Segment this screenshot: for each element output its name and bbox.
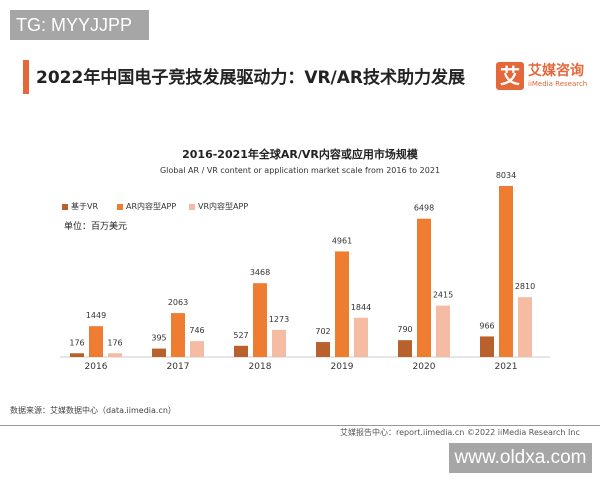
bar [354, 317, 368, 357]
bar [417, 218, 431, 357]
data-label: 702 [315, 327, 330, 336]
bar [480, 336, 494, 357]
bar [108, 353, 122, 357]
legend-item: VR内容型APP [189, 201, 248, 212]
watermark-bottom: www.oldxa.com [449, 443, 592, 473]
legend-swatch [62, 203, 68, 210]
chart-title: 2016-2021年全球AR/VR内容或应用市场规模 [182, 148, 418, 161]
bar [89, 326, 103, 357]
legend-swatch [117, 203, 123, 210]
data-label: 1844 [351, 303, 371, 312]
x-tick-label: 2017 [167, 362, 190, 372]
data-label: 2415 [433, 291, 453, 300]
data-label: 527 [233, 331, 248, 340]
data-label: 395 [151, 334, 166, 343]
x-tick-label: 2020 [413, 362, 436, 372]
legend-label: AR内容型APP [126, 202, 177, 211]
chart-subtitle: Global AR / VR content or application ma… [159, 166, 441, 175]
footer-report: 艾媒报告中心：report.iimedia.cn ©2022 iiMedia R… [340, 428, 580, 437]
bar [499, 186, 513, 357]
legend-item: 基于VR [62, 201, 98, 212]
x-tick-label: 2019 [331, 362, 354, 372]
divider [0, 425, 600, 426]
legend-swatch [189, 203, 195, 210]
bar [316, 342, 330, 357]
x-tick-label: 2021 [495, 362, 518, 372]
legend-label: VR内容型APP [198, 202, 249, 211]
watermark-top: TG: MYYJJPP [10, 10, 149, 40]
data-label: 790 [397, 325, 412, 334]
data-label: 2063 [168, 298, 188, 307]
data-label: 1273 [269, 315, 289, 324]
bar [272, 329, 286, 357]
data-label: 8034 [496, 171, 516, 180]
bar [518, 297, 532, 357]
bar [190, 341, 204, 357]
data-label: 746 [189, 326, 204, 335]
legend-label: 基于VR [71, 202, 99, 211]
data-label: 966 [479, 321, 494, 330]
data-label: 176 [107, 338, 122, 347]
logo-text: 艾媒咨询 [528, 63, 584, 79]
bar [436, 305, 450, 357]
title-accent-bar [23, 60, 29, 94]
bar [152, 348, 166, 357]
data-label: 176 [69, 338, 84, 347]
page-title: 2022年中国电子竞技发展驱动力：VR/AR技术助力发展 [36, 68, 466, 88]
legend-item: AR内容型APP [117, 201, 176, 212]
data-label: 1449 [86, 311, 106, 320]
data-label: 4961 [332, 236, 352, 245]
data-label: 3468 [250, 268, 270, 277]
logo-subtext: iiMedia Research [528, 80, 588, 88]
bar [70, 353, 84, 357]
bar [253, 283, 267, 357]
data-label: 6498 [414, 204, 434, 213]
bar [398, 340, 412, 357]
bar [234, 345, 248, 357]
bar [335, 251, 349, 357]
unit-label: 单位：百万美元 [64, 222, 128, 232]
data-source: 数据来源：艾媒数据中心（data.iimedia.cn） [10, 406, 176, 415]
data-label: 2810 [515, 282, 535, 291]
logo-icon: 艾 [496, 62, 524, 90]
bar [171, 313, 185, 357]
x-tick-label: 2018 [249, 362, 272, 372]
x-tick-label: 2016 [85, 362, 108, 372]
